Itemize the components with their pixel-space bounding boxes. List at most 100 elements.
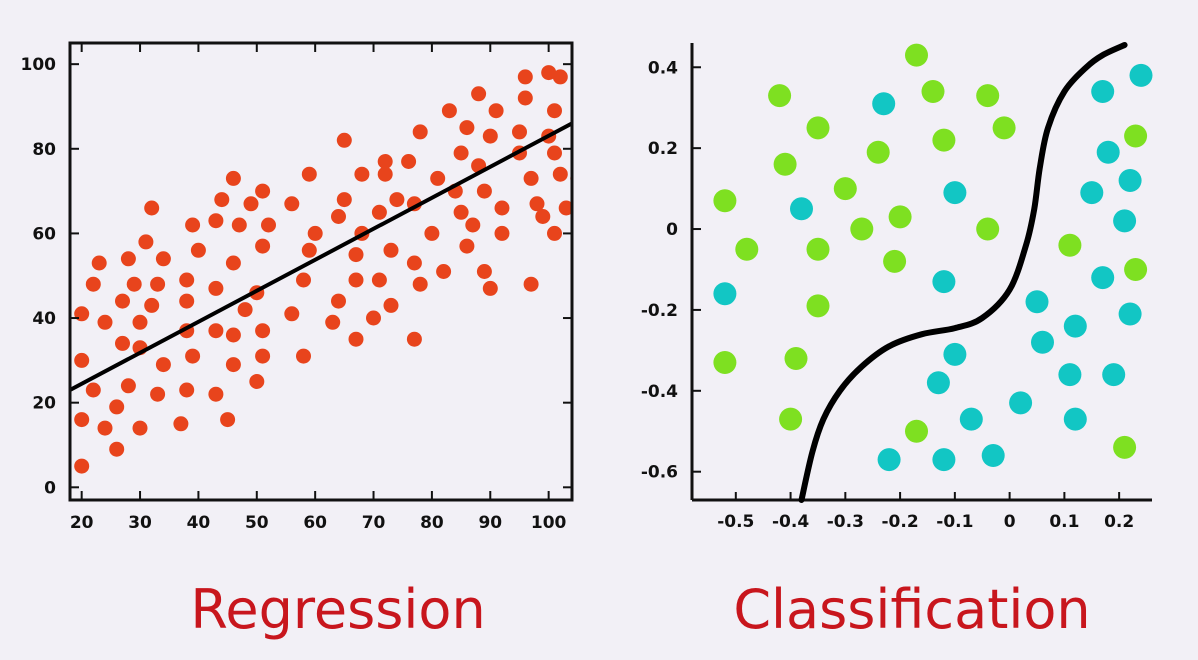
data-point <box>441 103 457 119</box>
data-point <box>74 458 90 474</box>
class-point <box>872 92 896 116</box>
plot-frame <box>68 41 574 502</box>
data-point <box>97 420 113 436</box>
class-point <box>877 448 901 472</box>
y-tick-label: -0.6 <box>641 463 678 483</box>
data-point <box>225 327 241 343</box>
data-point <box>307 225 323 241</box>
data-point <box>97 314 113 330</box>
data-point <box>255 183 271 199</box>
data-point <box>523 276 539 292</box>
data-point <box>249 374 265 389</box>
x-tick-label: -0.1 <box>936 512 973 532</box>
data-point <box>541 65 557 81</box>
x-tick-label: 0.2 <box>1104 512 1134 532</box>
class-point <box>1113 209 1137 233</box>
class-point <box>1113 435 1137 459</box>
y-tick-label: 80 <box>32 140 56 160</box>
x-tick-label: 60 <box>303 513 327 533</box>
data-point <box>371 204 387 220</box>
data-point <box>377 154 393 169</box>
regression-line <box>70 121 572 392</box>
data-point <box>558 200 572 216</box>
x-tick-label: 0.1 <box>1049 512 1079 532</box>
data-point <box>126 276 142 292</box>
data-point <box>150 276 166 292</box>
data-point <box>535 209 551 224</box>
data-point <box>348 272 364 288</box>
x-tick-label: 0 <box>1004 512 1016 532</box>
class-point <box>1124 258 1148 281</box>
class-point <box>921 80 945 103</box>
data-point <box>179 293 195 309</box>
data-point <box>185 348 201 364</box>
data-point <box>301 242 317 258</box>
data-point <box>494 225 510 241</box>
data-point <box>371 272 387 288</box>
data-point <box>255 348 271 364</box>
regression-points <box>70 65 591 474</box>
data-point <box>459 120 475 136</box>
y-tick-label: 0.4 <box>648 58 678 78</box>
data-point <box>494 200 510 216</box>
class-point <box>768 84 792 108</box>
y-tick-label: -0.2 <box>641 301 678 321</box>
data-point <box>377 166 393 182</box>
data-point <box>576 116 591 131</box>
data-point <box>412 276 428 292</box>
data-point <box>115 335 130 351</box>
class-point <box>883 249 907 273</box>
class-point <box>806 294 830 318</box>
class-point <box>1063 407 1087 431</box>
class-point <box>1025 290 1049 314</box>
data-point <box>336 192 352 208</box>
data-point <box>482 280 498 296</box>
data-point <box>406 255 422 271</box>
class-point <box>943 181 967 205</box>
data-point <box>517 90 533 106</box>
data-point <box>74 306 90 322</box>
data-point <box>208 323 224 339</box>
data-point <box>115 293 130 309</box>
data-point <box>348 247 364 263</box>
class-point <box>1129 63 1153 87</box>
class-point <box>1096 140 1120 164</box>
x-tick-label: -0.3 <box>827 512 864 532</box>
x-tick-label: 40 <box>187 513 211 533</box>
class-point <box>992 116 1016 140</box>
class-point <box>1118 302 1142 326</box>
class-point <box>779 407 803 431</box>
x-tick-label: 100 <box>531 513 567 533</box>
data-point <box>331 293 346 309</box>
class-point <box>713 189 737 213</box>
decision-boundary <box>798 42 1128 503</box>
y-tick-label: 100 <box>21 55 57 75</box>
data-point <box>85 276 101 292</box>
x-tick-label: -0.4 <box>772 512 809 532</box>
data-point <box>261 217 276 233</box>
class-point <box>1118 169 1142 192</box>
class-point <box>976 84 1000 108</box>
class-point <box>1080 181 1104 205</box>
data-point <box>132 314 148 330</box>
data-point <box>109 399 125 415</box>
class-point <box>784 347 808 370</box>
data-point <box>85 382 101 398</box>
data-point <box>132 420 148 436</box>
data-point <box>453 145 469 161</box>
data-point <box>552 166 568 182</box>
data-point <box>412 124 428 140</box>
data-point <box>220 412 236 428</box>
class-point <box>1058 233 1082 257</box>
data-point <box>138 234 154 250</box>
class-point <box>1091 266 1115 290</box>
class-point <box>790 197 813 221</box>
class-point <box>1102 363 1126 387</box>
data-point <box>284 196 300 212</box>
x-tick-label: 30 <box>128 513 152 533</box>
class-point <box>806 237 830 261</box>
data-point <box>74 352 90 368</box>
x-tick-label: 80 <box>420 513 444 533</box>
data-point <box>296 348 311 364</box>
data-point <box>91 255 107 271</box>
